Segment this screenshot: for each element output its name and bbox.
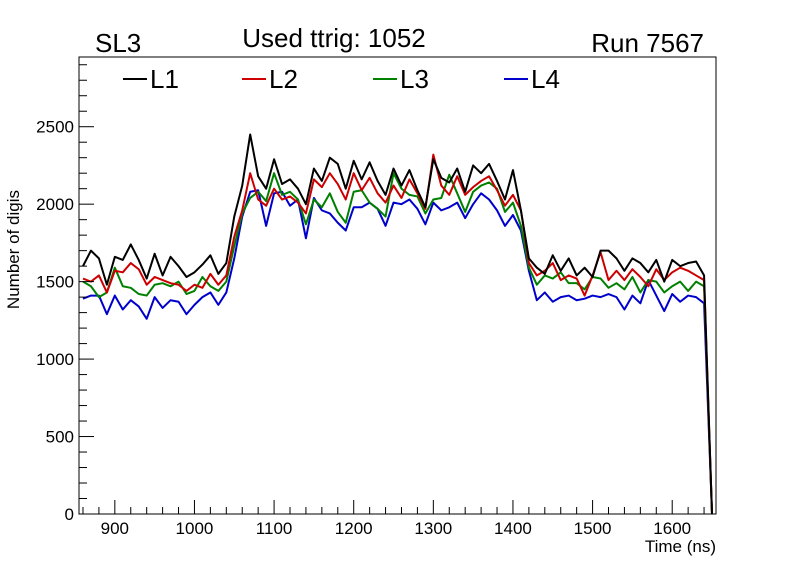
x-tick-label: 900 — [101, 519, 129, 538]
x-tick-label: 1600 — [653, 519, 691, 538]
y-axis-label: Number of digis — [4, 190, 23, 309]
series-group — [82, 133, 714, 515]
legend: L1 L2 L3 L4 — [123, 64, 560, 94]
series-line-l1 — [82, 133, 714, 515]
legend-label-l1: L1 — [150, 64, 179, 94]
x-tick-label: 1300 — [414, 519, 452, 538]
y-tick-label: 1000 — [36, 350, 74, 369]
chart-right-label: Run 7567 — [591, 28, 704, 58]
y-tick-label: 500 — [46, 428, 74, 447]
chart-left-label: SL3 — [95, 28, 141, 58]
legend-label-l4: L4 — [531, 64, 560, 94]
x-tick-label: 1000 — [176, 519, 214, 538]
series-line-l3 — [82, 172, 714, 515]
y-tick-label: 2000 — [36, 195, 74, 214]
x-tick-label: 1200 — [335, 519, 373, 538]
y-tick-label: 1500 — [36, 273, 74, 292]
plot-frame — [78, 56, 717, 515]
y-tick-label: 0 — [65, 505, 74, 524]
legend-label-l3: L3 — [400, 64, 429, 94]
x-tick-label: 1400 — [494, 519, 532, 538]
axes-group: 900 1000 1100 1200 1300 1400 1500 1600 0 500 1000 1… — [36, 64, 705, 538]
x-axis-label: Time (ns) — [645, 537, 716, 556]
series-line-l2 — [82, 153, 714, 515]
x-tick-label: 1500 — [574, 519, 612, 538]
legend-label-l2: L2 — [269, 64, 298, 94]
series-line-l4 — [82, 189, 714, 515]
chart-title: Used ttrig: 1052 — [242, 23, 426, 53]
x-tick-label: 1100 — [256, 519, 293, 538]
y-tick-label: 2500 — [36, 118, 74, 137]
